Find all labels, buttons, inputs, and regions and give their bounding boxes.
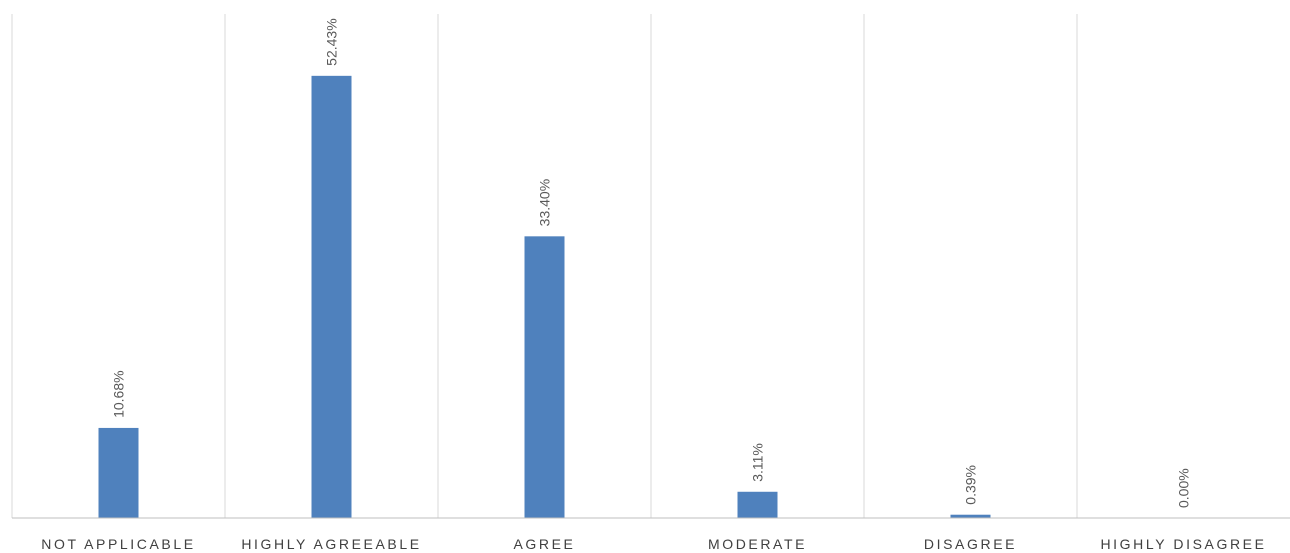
data-labels: 10.68% 52.43% 33.40% 3.11% 0.39% 0.00% [111, 18, 1192, 508]
category-label-agree: AGREE [513, 536, 575, 552]
bar-agree [524, 236, 565, 518]
bar-disagree [950, 514, 991, 518]
data-label-moderate: 3.11% [750, 443, 766, 482]
data-label-not-applicable: 10.68% [111, 370, 127, 417]
gridlines [11, 14, 1078, 518]
bars [98, 75, 991, 518]
bar-moderate [737, 491, 778, 518]
category-label-moderate: MODERATE [708, 536, 807, 552]
category-label-not-applicable: NOT APPLICABLE [41, 536, 195, 552]
data-label-disagree: 0.39% [963, 465, 979, 505]
category-label-highly-disagree: HIGHLY DISAGREE [1100, 536, 1266, 552]
bar-not-applicable [98, 427, 139, 518]
data-label-agree: 33.40% [537, 179, 553, 226]
category-label-disagree: DISAGREE [924, 536, 1017, 552]
data-label-highly-agreeable: 52.43% [324, 18, 340, 65]
category-label-highly-agreeable: HIGHLY AGREEABLE [241, 536, 421, 552]
data-label-highly-disagree: 0.00% [1176, 468, 1192, 508]
category-axis-labels: NOT APPLICABLE HIGHLY AGREEABLE AGREE MODER… [41, 536, 1266, 552]
bar-highly-agreeable [311, 75, 352, 518]
